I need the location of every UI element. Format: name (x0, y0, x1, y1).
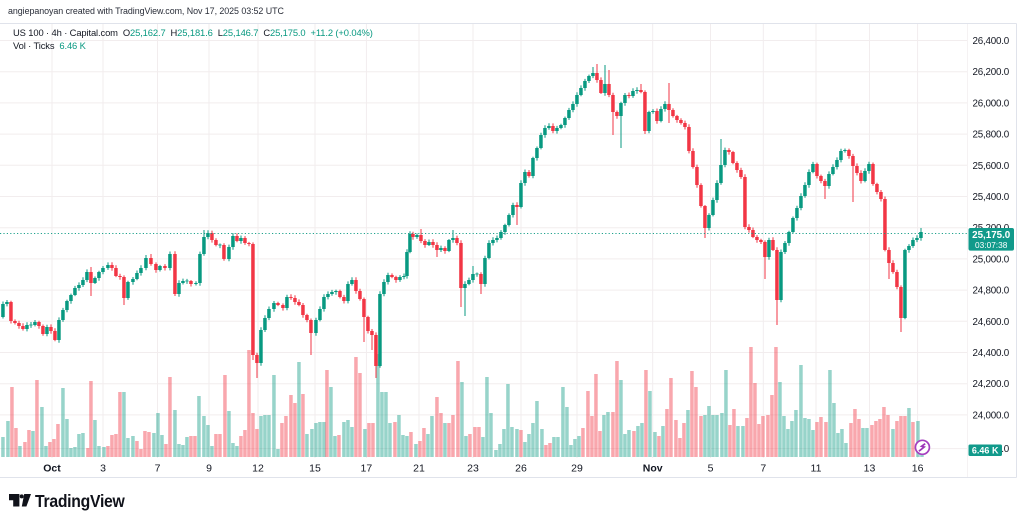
svg-text:12: 12 (252, 463, 264, 475)
svg-text:7: 7 (760, 463, 766, 475)
svg-text:15: 15 (309, 463, 321, 475)
svg-text:21: 21 (413, 463, 425, 475)
svg-text:29: 29 (571, 463, 583, 475)
svg-text:9: 9 (206, 463, 212, 475)
svg-text:6.46 K: 6.46 K (972, 446, 999, 456)
svg-text:13: 13 (864, 463, 876, 475)
svg-text:26,000.0: 26,000.0 (972, 98, 1009, 109)
svg-text:03:07:38: 03:07:38 (975, 240, 1008, 250)
svg-text:5: 5 (708, 463, 714, 475)
svg-text:17: 17 (361, 463, 373, 475)
svg-text:24,600.0: 24,600.0 (972, 317, 1009, 328)
svg-text:16: 16 (912, 463, 924, 475)
svg-text:26,400.0: 26,400.0 (972, 36, 1009, 47)
svg-text:25,600.0: 25,600.0 (972, 161, 1009, 172)
svg-text:25,400.0: 25,400.0 (972, 192, 1009, 203)
svg-text:25,800.0: 25,800.0 (972, 130, 1009, 141)
svg-text:24,800.0: 24,800.0 (972, 286, 1009, 297)
svg-text:26,200.0: 26,200.0 (972, 67, 1009, 78)
svg-text:25,175.0: 25,175.0 (972, 230, 1011, 241)
svg-text:24,000.0: 24,000.0 (972, 410, 1009, 421)
svg-text:11: 11 (811, 463, 822, 475)
svg-text:24,200.0: 24,200.0 (972, 379, 1009, 390)
svg-text:Oct: Oct (43, 463, 61, 475)
svg-text:3: 3 (100, 463, 106, 475)
svg-text:Nov: Nov (643, 463, 663, 475)
svg-text:24,400.0: 24,400.0 (972, 348, 1009, 359)
svg-text:26: 26 (515, 463, 527, 475)
svg-text:23: 23 (467, 463, 479, 475)
svg-text:7: 7 (155, 463, 161, 475)
svg-text:25,000.0: 25,000.0 (972, 254, 1009, 265)
